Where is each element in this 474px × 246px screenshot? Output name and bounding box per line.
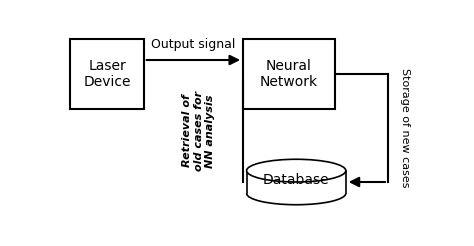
Text: Neural
Network: Neural Network [260,59,318,89]
Ellipse shape [246,159,346,182]
Text: Retrieval of
old cases for
NN analysis: Retrieval of old cases for NN analysis [182,91,216,171]
Text: Output signal: Output signal [151,38,236,50]
Bar [246,171,346,193]
Text: Storage of new cases: Storage of new cases [400,68,410,188]
Text: Laser
Device: Laser Device [83,59,131,89]
Text: Database: Database [263,173,329,187]
Bar [243,39,335,109]
Bar [70,39,144,109]
